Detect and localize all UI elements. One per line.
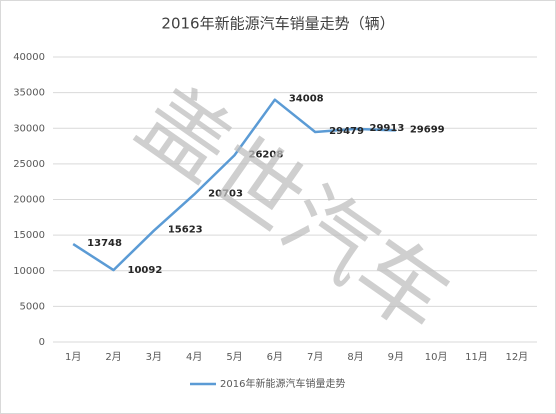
data-label: 10092 <box>128 265 163 276</box>
x-tick-label: 7月 <box>307 351 323 363</box>
x-tick-label: 9月 <box>388 351 404 363</box>
data-label: 34008 <box>289 94 324 105</box>
x-tick-label: 11月 <box>465 351 488 363</box>
x-tick-label: 1月 <box>65 351 81 363</box>
x-tick-label: 2月 <box>105 351 121 363</box>
y-tick-label: 10000 <box>13 266 45 277</box>
x-tick-label: 10月 <box>425 351 448 363</box>
data-label: 15623 <box>168 225 203 236</box>
y-tick-label: 5000 <box>20 301 45 312</box>
x-tick-label: 4月 <box>186 351 202 363</box>
x-tick-label: 5月 <box>226 351 242 363</box>
x-tick-label: 6月 <box>267 351 283 363</box>
data-label: 29699 <box>410 124 445 135</box>
data-label: 13748 <box>87 238 122 249</box>
y-tick-label: 0 <box>39 337 45 348</box>
data-label: 29479 <box>329 126 364 137</box>
y-tick-label: 40000 <box>13 52 45 63</box>
x-tick-label: 8月 <box>347 351 363 363</box>
chart-title: 2016年新能源汽车销量走势（辆） <box>161 15 394 33</box>
y-tick-label: 15000 <box>13 230 45 241</box>
data-line <box>72 98 396 272</box>
y-tick-label: 20000 <box>13 195 45 206</box>
x-tick-label: 3月 <box>146 351 162 363</box>
x-tick-label: 12月 <box>505 351 528 363</box>
y-tick-label: 25000 <box>13 159 45 170</box>
legend-label: 2016年新能源汽车销量走势 <box>220 377 345 390</box>
data-label: 20703 <box>208 188 243 199</box>
y-tick-label: 35000 <box>13 88 45 99</box>
data-label: 26208 <box>249 149 284 160</box>
y-tick-label: 30000 <box>13 123 45 134</box>
data-label: 29913 <box>370 123 405 134</box>
